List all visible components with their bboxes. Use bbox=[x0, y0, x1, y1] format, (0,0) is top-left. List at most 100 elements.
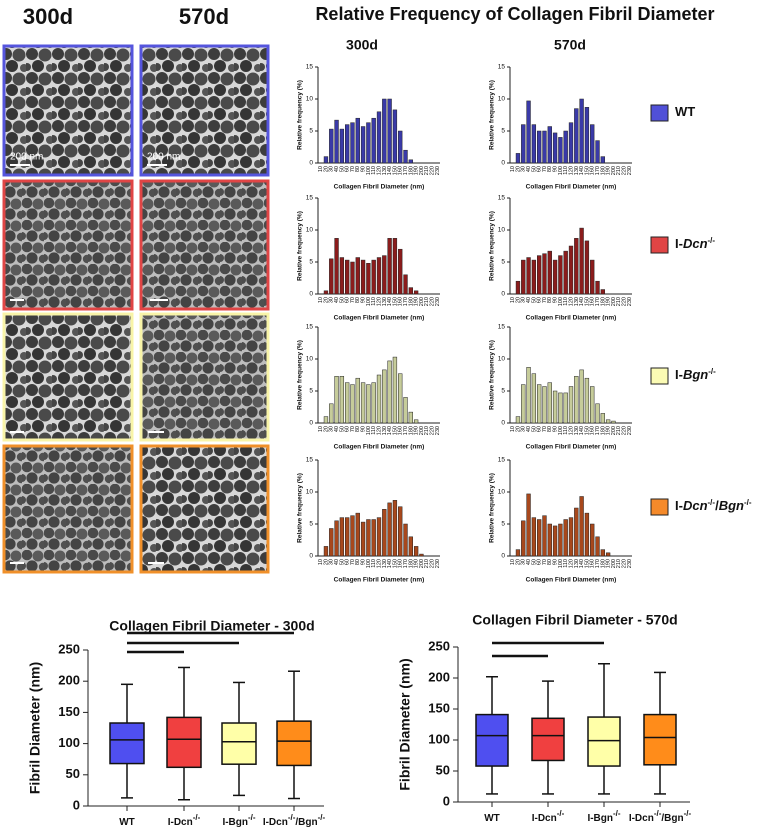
y-axis-label: Relative frequency (%) bbox=[489, 80, 496, 150]
y-tick-label: 250 bbox=[58, 641, 80, 656]
bar bbox=[574, 108, 579, 164]
bar bbox=[339, 128, 345, 164]
x-tick-label: I-Dcn-/- bbox=[168, 813, 201, 828]
bar bbox=[590, 386, 595, 424]
x-tick-label: 200 bbox=[611, 297, 617, 306]
x-tick-label: 90 bbox=[361, 426, 367, 432]
bar bbox=[542, 386, 547, 424]
y-tick-label: 15 bbox=[306, 457, 314, 464]
x-tick-label: 230 bbox=[627, 166, 633, 175]
x-tick-label: 50 bbox=[339, 166, 345, 172]
x-tick-label: 140 bbox=[579, 297, 585, 306]
bar bbox=[515, 416, 521, 424]
bar bbox=[600, 156, 605, 164]
bar bbox=[376, 374, 382, 424]
bar bbox=[413, 419, 419, 424]
box bbox=[587, 716, 621, 767]
bar bbox=[584, 512, 590, 557]
y-axis-label: Relative frequency (%) bbox=[489, 211, 496, 281]
bar bbox=[547, 523, 552, 557]
x-tick-label: 220 bbox=[429, 559, 435, 568]
micrograph bbox=[2, 179, 134, 311]
y-tick-label: 5 bbox=[309, 259, 313, 266]
x-tick-label: 210 bbox=[616, 559, 622, 568]
x-tick-label: 170 bbox=[403, 559, 409, 568]
y-axis-label: Relative frequency (%) bbox=[297, 340, 304, 410]
bar bbox=[355, 377, 360, 424]
bar bbox=[526, 493, 531, 557]
micrograph bbox=[139, 179, 270, 311]
bar bbox=[371, 259, 376, 295]
legend-label-part: I- bbox=[675, 367, 683, 382]
y-tick-label: 5 bbox=[501, 521, 505, 528]
column-header: 300d bbox=[23, 4, 73, 29]
x-tick-label: 80 bbox=[547, 166, 553, 172]
bar bbox=[526, 100, 531, 164]
bar bbox=[360, 382, 366, 424]
bar bbox=[334, 520, 339, 557]
x-tick-label: 40 bbox=[526, 297, 532, 303]
y-tick-label: 15 bbox=[498, 457, 506, 464]
bar bbox=[350, 261, 355, 295]
x-tick-label: 30 bbox=[521, 297, 527, 303]
bar bbox=[590, 124, 595, 164]
legend-label-part: -/- bbox=[708, 236, 716, 245]
x-tick-label: 130 bbox=[382, 559, 388, 568]
x-tick-label: 180 bbox=[600, 297, 606, 306]
x-tick-label: 230 bbox=[435, 426, 441, 435]
y-tick-label: 15 bbox=[306, 324, 314, 331]
bar bbox=[595, 403, 600, 424]
x-tick-label: WT bbox=[484, 813, 500, 824]
box bbox=[221, 722, 257, 765]
x-tick-label: 70 bbox=[350, 297, 356, 303]
y-tick-label: 0 bbox=[309, 291, 313, 298]
x-tick-label: 130 bbox=[382, 426, 388, 435]
bar bbox=[323, 290, 329, 295]
x-tick-label: 120 bbox=[376, 297, 382, 306]
legend-swatch bbox=[650, 498, 669, 516]
x-tick-label: 90 bbox=[553, 559, 559, 565]
y-tick-label: 10 bbox=[498, 489, 506, 496]
legend-label-part: Dcn bbox=[683, 236, 708, 251]
y-tick-label: 250 bbox=[428, 638, 450, 653]
x-tick-label: 110 bbox=[563, 559, 569, 568]
x-tick-label: 140 bbox=[387, 297, 393, 306]
bar bbox=[366, 384, 371, 424]
x-tick-label: 20 bbox=[515, 559, 521, 565]
x-tick-label: 130 bbox=[574, 559, 580, 568]
bar bbox=[355, 512, 360, 557]
y-axis-label: Fibril Diameter (nm) bbox=[27, 662, 43, 794]
bar bbox=[563, 519, 568, 557]
bar bbox=[382, 255, 387, 295]
x-tick-label: 190 bbox=[606, 559, 612, 568]
micrograph bbox=[2, 44, 134, 177]
bar bbox=[563, 130, 568, 164]
y-axis-label: Fibril Diameter (nm) bbox=[397, 658, 413, 790]
bar bbox=[360, 259, 366, 295]
bar bbox=[413, 290, 419, 295]
x-tick-label: 30 bbox=[329, 166, 335, 172]
bar bbox=[408, 287, 413, 295]
x-tick-label: 110 bbox=[563, 426, 569, 435]
bar bbox=[398, 248, 403, 295]
x-tick-label: 170 bbox=[403, 166, 409, 175]
bar bbox=[547, 250, 552, 295]
x-tick-label: 220 bbox=[621, 297, 627, 306]
x-tick-label: 20 bbox=[323, 426, 329, 432]
x-tick-label: 50 bbox=[339, 426, 345, 432]
y-tick-label: 0 bbox=[501, 553, 505, 560]
micrographs: 200 nm 200 nm bbox=[2, 44, 270, 574]
bar bbox=[584, 240, 590, 295]
x-tick-label: 130 bbox=[382, 166, 388, 175]
bar bbox=[371, 519, 376, 557]
x-tick-label: 50 bbox=[531, 297, 537, 303]
x-tick-label: WT bbox=[119, 817, 135, 828]
box bbox=[475, 713, 509, 767]
y-tick-label: 10 bbox=[306, 356, 314, 363]
x-tick-label: 170 bbox=[595, 426, 601, 435]
x-tick-label: 110 bbox=[371, 559, 377, 568]
x-tick-label: 170 bbox=[595, 166, 601, 175]
x-tick-label: 10 bbox=[510, 559, 516, 565]
x-tick-label: 10 bbox=[510, 297, 516, 303]
